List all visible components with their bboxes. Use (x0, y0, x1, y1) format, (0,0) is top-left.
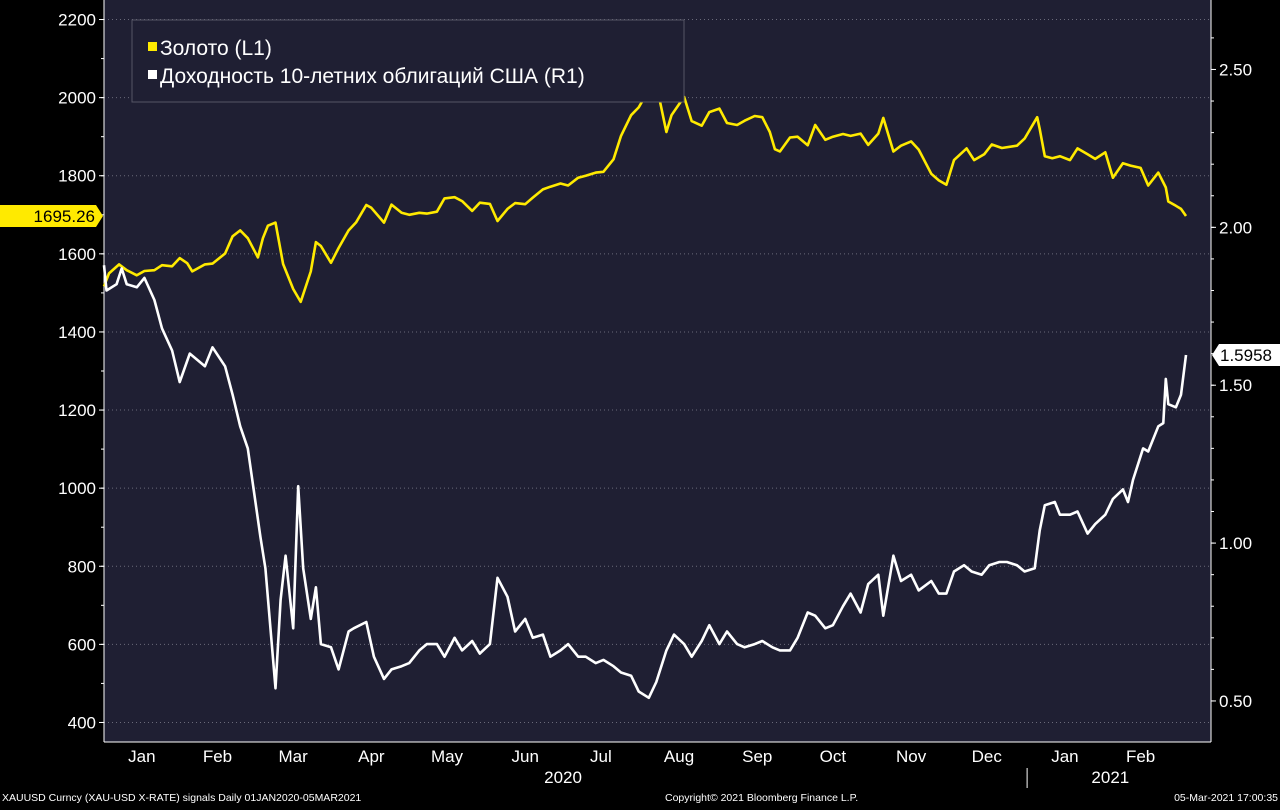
x-tick-label: Aug (664, 747, 694, 766)
right-tick-label: 2.00 (1219, 218, 1252, 237)
footer-right: 05-Mar-2021 17:00:35 (1174, 792, 1278, 804)
right-tick-label: 1.00 (1219, 534, 1252, 553)
yield-last-value-tag (1212, 343, 1280, 366)
left-tick-label: 1800 (58, 167, 96, 186)
left-tick-label: 600 (68, 635, 96, 654)
x-tick-label: May (431, 747, 464, 766)
x-tick-label: Jan (128, 747, 155, 766)
x-tick-label: Apr (358, 747, 385, 766)
x-tick-label: Sep (742, 747, 772, 766)
gold-last-value-label: 1695.26 (34, 207, 95, 226)
left-tick-label: 1000 (58, 479, 96, 498)
x-tick-label: Feb (203, 747, 232, 766)
x-tick-label: Mar (279, 747, 309, 766)
legend-swatch-gold (148, 42, 157, 51)
left-tick-label: 2200 (58, 11, 96, 30)
legend-swatch-yield (148, 70, 157, 79)
right-tick-label: 2.50 (1219, 60, 1252, 79)
left-tick-label: 1200 (58, 401, 96, 420)
footer-center: Copyright© 2021 Bloomberg Finance L.P. (665, 792, 858, 804)
legend[interactable]: Золото (L1) Доходность 10-летних облигац… (131, 19, 685, 103)
gold-last-value-tag (0, 204, 103, 227)
x-tick-label: Dec (972, 747, 1003, 766)
legend-box (131, 19, 685, 103)
left-tick-label: 2000 (58, 89, 96, 108)
left-tick-label: 800 (68, 557, 96, 576)
legend-label-gold: Золото (L1) (160, 37, 272, 60)
last-value-tags: 1695.26 1.5958 (0, 204, 1280, 366)
x-tick-label: Nov (896, 747, 927, 766)
year-label: 2021 (1091, 768, 1129, 787)
yield-series-line (102, 265, 1188, 700)
axis-layer: 400 600 800 1000 1200 1400 1600 1800 2000 2200 0.5… (58, 0, 1252, 788)
x-tick-label: Jun (511, 747, 538, 766)
plot-background (104, 0, 1211, 742)
x-tick-label: Oct (820, 747, 847, 766)
legend-label-yield: Доходность 10-летних облигаций США (R1) (160, 65, 585, 88)
left-tick-label: 400 (68, 713, 96, 732)
x-tick-label: Jul (590, 747, 612, 766)
x-tick-label: Jan (1051, 747, 1078, 766)
right-tick-label: 1.50 (1219, 376, 1252, 395)
right-tick-label: 0.50 (1219, 692, 1252, 711)
year-label: 2020 (544, 768, 582, 787)
left-tick-label: 1600 (58, 245, 96, 264)
footer: XAUUSD Curncy (XAU-USD X-RATE) signals D… (2, 792, 1278, 804)
x-tick-label: Feb (1126, 747, 1155, 766)
yield-last-value-label: 1.5958 (1220, 346, 1272, 365)
left-tick-label: 1400 (58, 323, 96, 342)
footer-left: XAUUSD Curncy (XAU-USD X-RATE) signals D… (2, 792, 361, 804)
